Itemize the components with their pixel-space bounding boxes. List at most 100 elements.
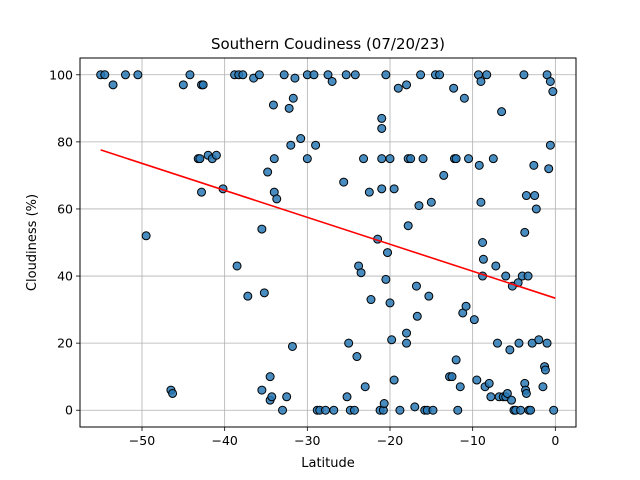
data-point: [377, 184, 387, 194]
data-point: [352, 352, 362, 362]
data-point: [416, 70, 426, 80]
data-point: [381, 274, 391, 284]
data-point: [411, 281, 421, 291]
data-point: [402, 338, 412, 348]
regression-line: [100, 149, 556, 299]
data-point: [491, 261, 501, 271]
data-point: [185, 70, 195, 80]
data-point: [364, 187, 374, 197]
data-point: [526, 405, 536, 415]
data-point: [540, 365, 550, 375]
data-point: [519, 70, 529, 80]
data-point: [428, 405, 438, 415]
data-point: [393, 83, 403, 93]
data-point: [486, 392, 496, 402]
data-point: [243, 291, 253, 301]
data-point: [505, 345, 515, 355]
data-point: [257, 224, 267, 234]
data-point: [410, 402, 420, 412]
regression-line-group: [100, 149, 556, 299]
data-point: [534, 335, 544, 345]
data-point: [472, 375, 482, 385]
data-point: [344, 338, 354, 348]
data-point: [389, 184, 399, 194]
data-point: [502, 388, 512, 398]
data-point: [455, 382, 465, 392]
data-point: [379, 399, 389, 409]
data-point: [100, 70, 110, 80]
data-point: [478, 238, 488, 247]
data-point: [476, 197, 486, 207]
data-point: [514, 338, 524, 348]
data-point: [385, 154, 395, 164]
y-tick-label: 100: [49, 67, 73, 82]
x-tick-label: −20: [377, 433, 403, 448]
data-point: [544, 164, 554, 174]
data-point: [459, 93, 469, 103]
data-point: [195, 154, 205, 164]
data-point: [406, 154, 416, 164]
x-tick-label: −40: [211, 433, 237, 448]
data-point: [259, 288, 269, 298]
data-point: [286, 140, 296, 150]
data-point: [279, 70, 289, 80]
data-point: [548, 87, 558, 97]
x-tick-label: −10: [459, 433, 485, 448]
data-point: [232, 261, 242, 271]
data-point: [309, 70, 319, 80]
data-point: [426, 197, 436, 207]
data-point: [387, 335, 397, 345]
data-point: [272, 194, 282, 204]
data-point: [197, 187, 207, 197]
y-tick-label: 0: [65, 403, 73, 418]
data-point: [538, 382, 548, 392]
data-point: [403, 221, 413, 231]
data-point: [263, 167, 273, 177]
data-point: [360, 382, 370, 392]
data-point: [451, 355, 461, 365]
data-point: [377, 154, 387, 164]
data-point: [414, 201, 424, 211]
data-point: [389, 375, 399, 385]
data-point: [424, 291, 434, 301]
y-tick-label: 20: [57, 336, 73, 351]
data-point: [507, 395, 517, 405]
data-point: [120, 70, 130, 80]
data-point: [198, 80, 208, 90]
data-point: [268, 100, 278, 110]
data-point: [269, 154, 279, 164]
data-point: [359, 154, 369, 164]
plot-frame: [79, 57, 577, 428]
data-point: [449, 83, 459, 93]
data-point: [531, 204, 541, 214]
data-point: [265, 372, 275, 382]
data-point: [516, 405, 526, 415]
y-axis-label: Cloudiness (%): [25, 194, 40, 291]
data-point: [290, 73, 300, 83]
y-tick-label: 60: [57, 201, 73, 216]
data-point: [461, 301, 471, 311]
data-point: [349, 405, 359, 415]
data-point: [523, 271, 533, 281]
data-point: [383, 248, 393, 258]
data-point: [395, 405, 405, 415]
data-point: [168, 388, 178, 398]
data-point: [282, 392, 292, 402]
data-point: [287, 341, 297, 351]
chart-title: Southern Coudiness (07/20/23): [211, 35, 445, 53]
grid-lines: [80, 58, 576, 427]
x-tick-label: 0: [551, 433, 559, 448]
data-point: [341, 70, 351, 80]
data-point: [474, 160, 484, 170]
data-point: [288, 93, 298, 103]
data-point: [350, 70, 360, 80]
data-point: [478, 254, 488, 264]
data-point: [141, 231, 151, 241]
data-point: [451, 154, 461, 164]
data-point: [254, 70, 264, 80]
data-point: [418, 154, 428, 164]
data-point: [402, 328, 412, 338]
axis-ticks: −50 −40 −30 −20 −10 0 0 20 40 60 80 100: [49, 67, 559, 448]
